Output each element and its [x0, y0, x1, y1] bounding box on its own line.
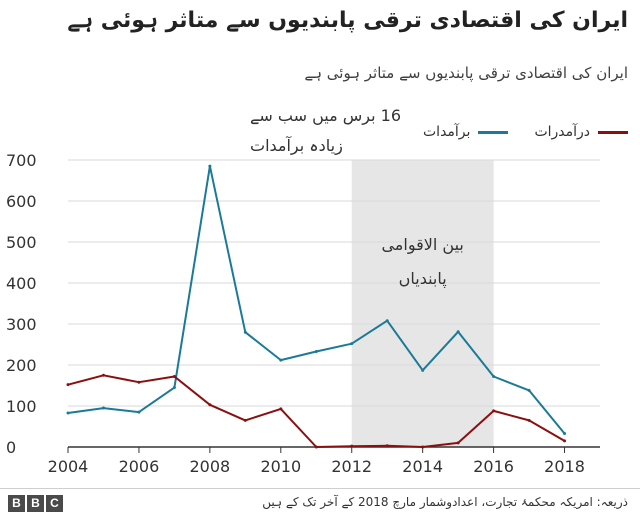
data-point-imports	[137, 380, 141, 384]
data-point-imports	[172, 374, 176, 378]
y-tick-label: 200	[6, 356, 37, 375]
data-point-exports	[172, 386, 176, 390]
data-point-imports	[421, 445, 425, 449]
data-point-imports	[527, 418, 531, 422]
x-tick-label: 2008	[190, 457, 231, 476]
data-point-exports	[66, 411, 70, 415]
sanctions-region	[351, 160, 494, 447]
sanctions-label: بین الاقوامی	[381, 235, 463, 255]
data-point-exports	[527, 388, 531, 392]
data-point-exports	[492, 374, 496, 378]
data-point-imports	[208, 403, 212, 407]
data-point-imports	[66, 383, 70, 387]
x-tick-label: 2018	[544, 457, 585, 476]
legend-label-imports: درآمدرات	[534, 124, 590, 140]
data-point-imports	[101, 373, 105, 377]
data-point-exports	[314, 349, 318, 353]
data-point-imports	[279, 407, 283, 411]
data-point-imports	[385, 444, 389, 448]
data-point-imports	[492, 409, 496, 413]
data-point-exports	[279, 358, 283, 362]
data-point-imports	[563, 439, 567, 443]
legend-swatch-exports	[478, 130, 509, 134]
data-point-exports	[350, 342, 354, 346]
data-point-exports	[101, 406, 105, 410]
x-tick-label: 2016	[473, 457, 514, 476]
y-tick-label: 0	[6, 438, 16, 457]
sanctions-label: پابندیاں	[399, 269, 447, 289]
x-tick-label: 2004	[48, 457, 89, 476]
legend-item-imports: درآمدرات	[534, 124, 628, 140]
legend: درآمدرات برآمدات	[423, 124, 628, 140]
data-point-exports	[208, 164, 212, 168]
y-tick-label: 600	[6, 192, 37, 211]
data-point-imports	[243, 418, 247, 422]
data-point-exports	[456, 330, 460, 334]
bbc-logo-letter: B	[8, 495, 25, 512]
y-tick-label: 400	[6, 274, 37, 293]
data-point-exports	[243, 330, 247, 334]
line-chart: 0 100 200 300 400 500 600 700 2004 2006 2008 2010 20…	[6, 106, 600, 476]
data-point-exports	[137, 410, 141, 414]
data-point-exports	[563, 431, 567, 435]
bbc-logo: B B C	[8, 495, 63, 512]
legend-item-exports: برآمدات	[423, 124, 509, 140]
data-point-imports	[456, 441, 460, 445]
footer-divider	[0, 488, 640, 489]
y-tick-label: 100	[6, 397, 37, 416]
chart-subtitle: ایران کی اقتصادی ترقی پابندیوں سے متاثر …	[304, 64, 628, 82]
data-point-exports	[385, 319, 389, 323]
y-tick-label: 700	[6, 151, 37, 170]
data-point-imports	[350, 444, 354, 448]
chart-title: ایران کی اقتصادی ترقی پابندیوں سے متاثر …	[67, 8, 628, 33]
y-tick-label: 500	[6, 233, 37, 252]
x-tick-label: 2012	[331, 457, 372, 476]
legend-label-exports: برآمدات	[423, 124, 471, 140]
y-tick-label: 300	[6, 315, 37, 334]
data-point-exports	[421, 368, 425, 372]
x-tick-label: 2010	[260, 457, 301, 476]
bbc-logo-letter: C	[46, 495, 63, 512]
x-tick-label: 2014	[402, 457, 443, 476]
data-point-imports	[314, 445, 318, 449]
annotation-label: 16 برس میں سب سے	[250, 106, 401, 126]
x-tick-label: 2006	[119, 457, 160, 476]
annotation-label: زیادہ برآمدات	[250, 136, 343, 156]
legend-swatch-imports	[598, 130, 628, 134]
source-note: ذریعہ: امریکہ محکمۂ تجارت، اعدادوشمار ما…	[262, 495, 628, 509]
bbc-logo-letter: B	[27, 495, 44, 512]
